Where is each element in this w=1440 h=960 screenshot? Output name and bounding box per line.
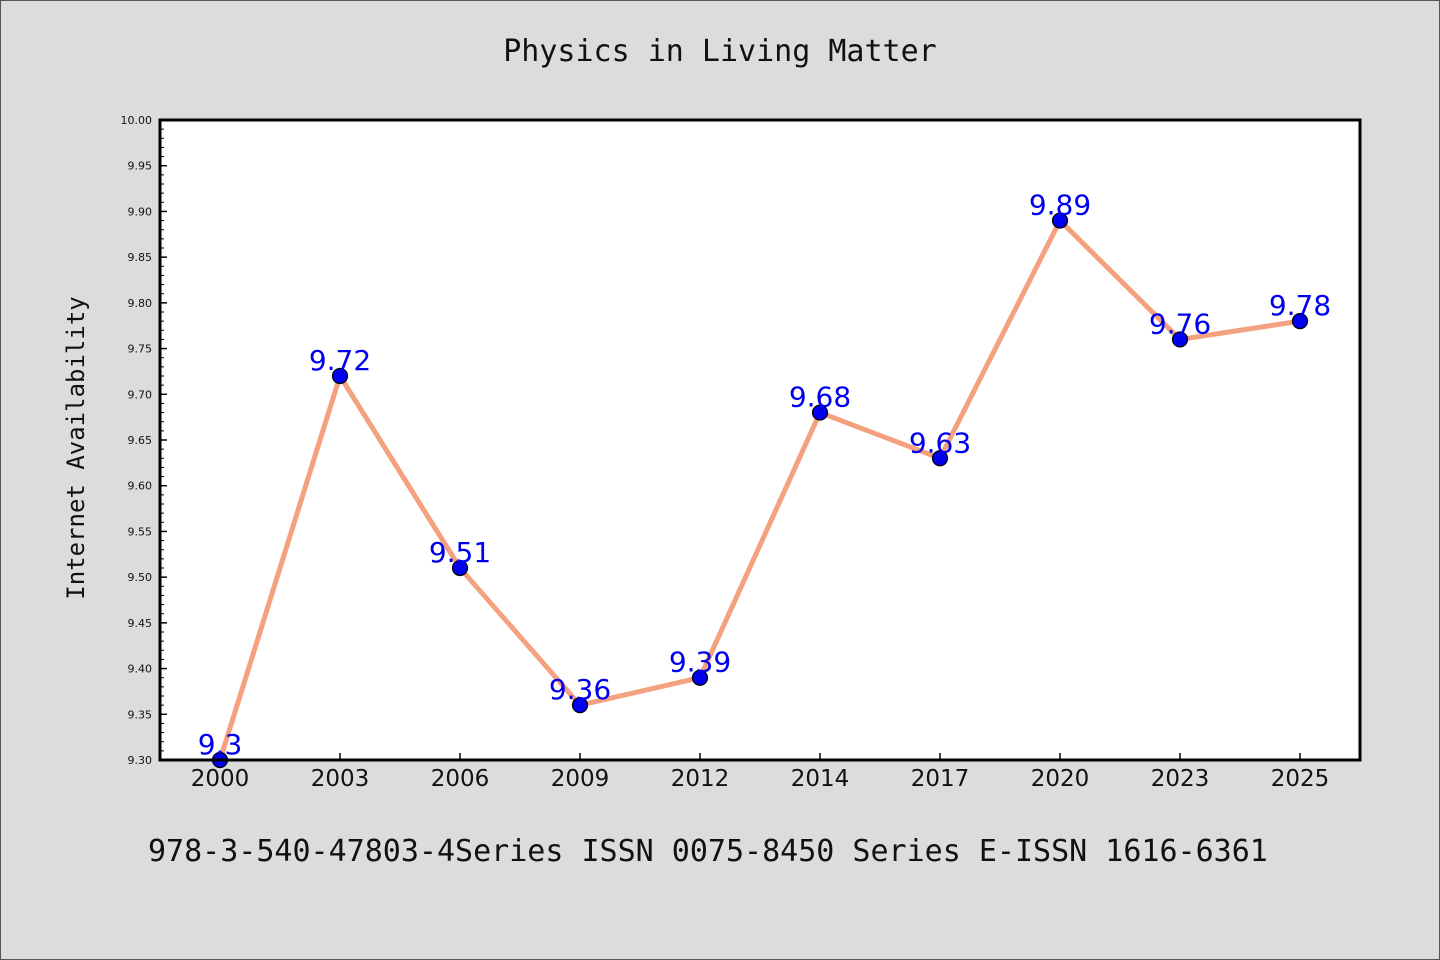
data-point <box>931 450 949 467</box>
y-tick-label: 9.45 <box>128 617 153 630</box>
data-labels: 9.3 9.72 9.51 9.36 9.39 9.68 9.63 9.89 9.76 9.78 <box>198 189 1331 761</box>
x-tick-label: 2017 <box>911 766 970 792</box>
x-tick-label: 2025 <box>1271 766 1330 792</box>
y-tick-label: 9.50 <box>128 571 153 584</box>
data-point <box>1291 313 1309 330</box>
y-tick-label: 9.65 <box>128 434 153 447</box>
y-tick-label: 9.75 <box>128 343 153 356</box>
y-tick-label: 9.95 <box>128 160 153 173</box>
y-tick-label: 10.00 <box>121 114 153 127</box>
y-tick-label: 9.70 <box>128 388 153 401</box>
x-tick-label: 2014 <box>791 766 850 792</box>
x-axis: 2000 2003 2006 2009 2012 2014 2017 2020 2023 2025 <box>191 753 1330 792</box>
series-markers <box>211 212 1309 769</box>
data-label: 9.51 <box>429 536 491 569</box>
data-label: 9.3 <box>198 728 243 761</box>
data-label: 9.39 <box>669 646 731 679</box>
y-tick-label: 9.90 <box>128 205 153 218</box>
y-tick-label: 9.85 <box>128 251 153 264</box>
data-label: 9.36 <box>549 673 611 706</box>
data-point <box>811 404 829 421</box>
chart-title: Physics in Living Matter <box>503 34 937 69</box>
series-line <box>217 218 1303 763</box>
x-tick-label: 2009 <box>551 766 610 792</box>
x-tick-label: 2020 <box>1031 766 1090 792</box>
y-tick-label: 9.40 <box>128 663 153 676</box>
y-axis: 9.30 9.35 9.40 9.45 9.50 9.55 9.60 9.65 9.70 9.75… <box>121 114 167 767</box>
data-point <box>1171 331 1189 348</box>
data-label: 9.72 <box>309 344 371 377</box>
x-tick-label: 2003 <box>311 766 370 792</box>
data-label: 9.89 <box>1029 189 1091 222</box>
data-label: 9.78 <box>1269 289 1331 322</box>
x-tick-label: 2023 <box>1151 766 1210 792</box>
data-label: 9.68 <box>789 381 851 414</box>
footer-isbn-text: 978-3-540-47803-4Series ISSN 0075-8450 S… <box>148 834 1268 869</box>
y-tick-label: 9.80 <box>128 297 153 310</box>
y-tick-label: 9.60 <box>128 480 153 493</box>
x-tick-label: 2012 <box>671 766 730 792</box>
data-label: 9.63 <box>909 426 971 459</box>
y-tick-label: 9.35 <box>128 708 153 721</box>
x-tick-label: 2000 <box>191 766 250 792</box>
data-point <box>691 669 709 686</box>
data-point <box>331 367 349 385</box>
x-tick-label: 2006 <box>431 766 490 792</box>
y-tick-label: 9.55 <box>128 525 153 538</box>
data-point <box>1051 212 1069 229</box>
data-point <box>451 559 469 577</box>
plot-area <box>160 120 1360 760</box>
plot-border <box>158 118 1362 762</box>
y-tick-label: 9.30 <box>128 754 153 767</box>
data-label: 9.76 <box>1149 307 1211 340</box>
data-point <box>571 697 589 714</box>
